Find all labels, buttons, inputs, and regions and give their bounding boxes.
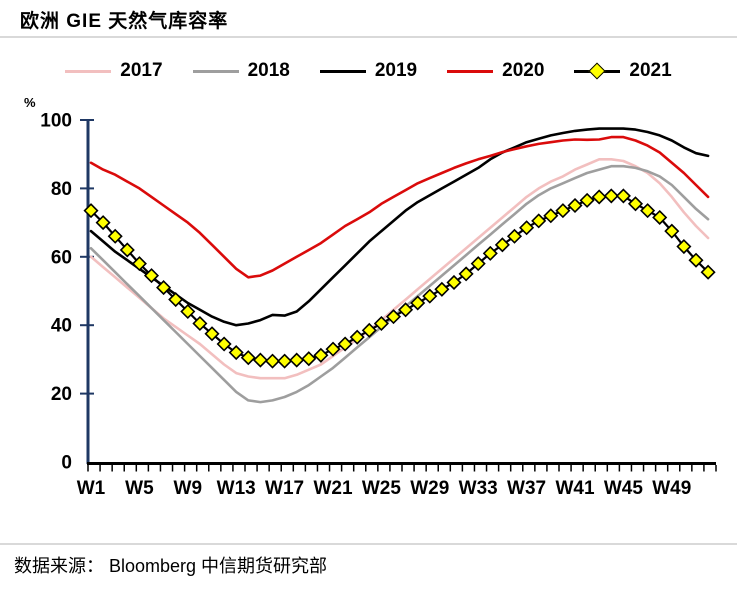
svg-text:W33: W33: [459, 478, 498, 499]
svg-text:W41: W41: [555, 478, 595, 499]
svg-text:W13: W13: [217, 478, 256, 499]
title-divider: [0, 36, 737, 38]
legend-item-2018: 2018: [192, 60, 290, 82]
svg-text:80: 80: [51, 179, 72, 200]
svg-text:W45: W45: [604, 478, 644, 499]
svg-text:W37: W37: [507, 478, 546, 499]
diamond-marker-icon: [588, 62, 606, 79]
svg-text:60: 60: [51, 247, 72, 268]
svg-text:W9: W9: [174, 478, 203, 499]
svg-text:100: 100: [40, 111, 72, 132]
svg-text:W29: W29: [410, 478, 449, 499]
svg-text:W25: W25: [362, 478, 402, 499]
legend-swatch-2018: [192, 69, 239, 73]
legend-item-2017: 2017: [65, 60, 163, 82]
legend-swatch-2019: [319, 69, 366, 73]
legend-label-2020: 2020: [502, 60, 545, 81]
svg-text:W17: W17: [265, 478, 304, 499]
legend-swatch-2021: [574, 62, 621, 79]
legend-label-2017: 2017: [120, 60, 163, 81]
legend-item-2021: 2021: [574, 60, 672, 82]
legend-item-2020: 2020: [447, 60, 544, 82]
chart-title: 欧洲 GIE 天然气库容率: [20, 11, 229, 32]
svg-text:0: 0: [61, 453, 72, 474]
legend-swatch-2017: [65, 69, 112, 73]
svg-text:40: 40: [51, 316, 72, 337]
source-divider: [0, 543, 737, 545]
svg-text:W49: W49: [652, 478, 691, 499]
legend-swatch-2020: [447, 69, 494, 73]
svg-text:W5: W5: [125, 478, 154, 499]
svg-text:W1: W1: [77, 478, 106, 499]
svg-text:%: %: [24, 95, 36, 110]
svg-text:W21: W21: [313, 478, 353, 499]
chart-legend: 2017 2018 2019 2020 2021: [0, 60, 737, 82]
data-source-note: 数据来源： Bloomberg 中信期货研究部: [14, 556, 328, 576]
legend-label-2018: 2018: [247, 60, 290, 81]
legend-item-2019: 2019: [319, 60, 418, 82]
legend-label-2021: 2021: [629, 60, 672, 81]
legend-label-2019: 2019: [374, 60, 418, 81]
svg-text:20: 20: [51, 384, 72, 405]
